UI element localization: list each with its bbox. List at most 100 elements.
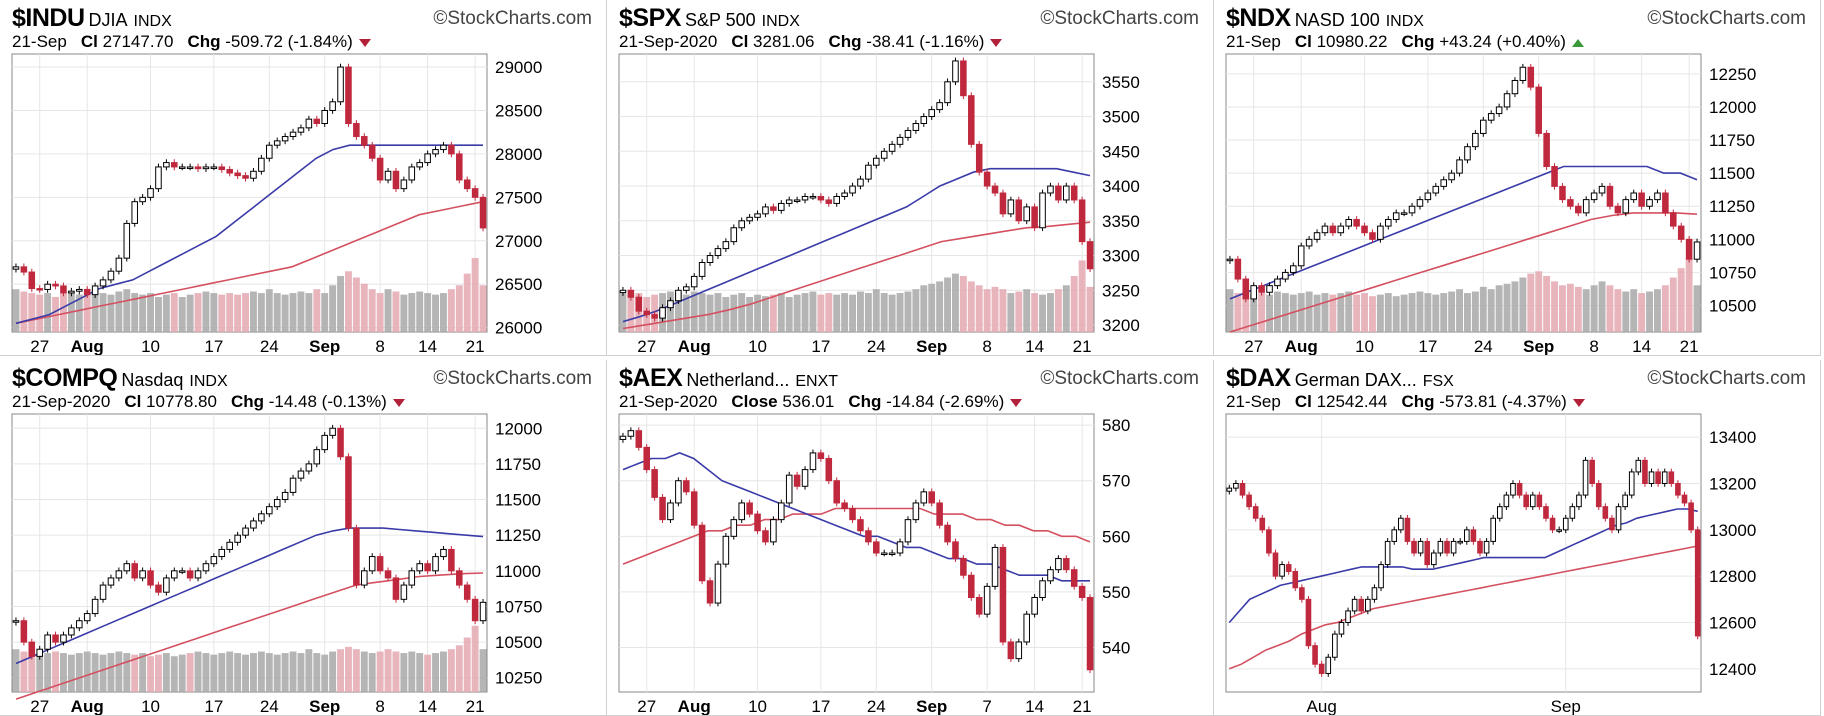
volume-bar <box>471 258 479 332</box>
candle-body <box>841 502 848 510</box>
price-chart-svg[interactable]: 29000 28500 28000 27500 27000 26500 26000 27 Aug… <box>0 0 607 356</box>
volume-bar <box>432 294 439 332</box>
volume-bar <box>368 289 376 332</box>
candle-body <box>1567 199 1574 207</box>
candle-body <box>880 150 888 159</box>
price-chart-svg[interactable]: 12000 11750 11500 11250 11000 10750 10500 10250… <box>0 360 607 716</box>
candle-body <box>1358 598 1365 612</box>
x-tick-label: 17 <box>204 697 223 716</box>
volume-bar <box>1471 291 1479 332</box>
candle-body <box>873 541 880 554</box>
volume-bar <box>479 649 487 692</box>
candle-body <box>801 469 809 487</box>
volume-bar <box>210 293 218 332</box>
candle-body <box>1312 645 1318 665</box>
candle-body <box>321 109 328 124</box>
candle-body <box>463 584 471 600</box>
volume-bar <box>265 289 273 332</box>
candle-body <box>793 474 801 487</box>
y-tick-label: 13400 <box>1709 428 1756 447</box>
candle-body <box>155 166 162 190</box>
candle-body <box>1516 483 1523 496</box>
candle-body <box>1259 517 1266 531</box>
candle-body <box>266 144 273 159</box>
y-tick-label: 10750 <box>1709 263 1756 282</box>
y-tick-label: 3300 <box>1102 247 1140 266</box>
candle-body <box>1622 199 1630 214</box>
candle-body <box>131 563 138 579</box>
volume-bar <box>83 293 91 332</box>
candle-body <box>471 598 479 622</box>
plot-area <box>618 53 1095 333</box>
volume-bar <box>690 291 698 332</box>
candle-body <box>801 195 809 201</box>
chart-panel-aex[interactable]: 580 570 560 550 540 27 Aug 10 17 24 Sep 7 14 21 $AEX Ne… <box>607 360 1214 716</box>
candle-body <box>1361 225 1368 234</box>
candle-body <box>68 627 75 636</box>
volume-bar <box>1559 285 1566 332</box>
volume-bar <box>1369 296 1376 332</box>
candle-body <box>273 499 281 508</box>
candle-body <box>1681 494 1688 504</box>
candle-body <box>1675 483 1681 496</box>
change-value: -509.72 (-1.84%) <box>225 32 353 51</box>
y-tick-label: 12800 <box>1709 567 1756 586</box>
candle-body <box>1266 285 1273 293</box>
down-arrow-icon <box>990 38 1003 47</box>
candle-body <box>52 283 59 287</box>
candle-body <box>297 470 305 479</box>
candle-body <box>825 199 833 204</box>
y-tick-label: 11500 <box>495 491 541 510</box>
quote-date: 21-Sep-2020 <box>619 392 718 411</box>
candle-body <box>218 548 226 558</box>
candle-body <box>1638 192 1645 207</box>
volume-bar <box>920 285 928 332</box>
volume-bar <box>36 294 44 332</box>
candle-body <box>52 634 59 643</box>
candle-body <box>432 149 439 155</box>
volume-bar <box>273 654 281 692</box>
chart-panel-dax[interactable]: 13400 13200 13000 12800 12600 12400 Aug Sep $DAX… <box>1214 360 1821 716</box>
chart-panel-compq[interactable]: 12000 11750 11500 11250 11000 10750 10500 10250… <box>0 360 607 716</box>
candle-body <box>400 584 408 600</box>
candle-body <box>242 175 249 179</box>
volume-bar <box>67 654 75 692</box>
candle-body <box>983 585 991 615</box>
x-tick-label: 24 <box>867 697 886 716</box>
price-chart-svg[interactable]: 12250 12000 11750 11500 11250 11000 10750 10500… <box>1214 0 1821 356</box>
volume-bar <box>1630 289 1638 332</box>
volume-bar <box>1416 291 1424 332</box>
volume-bar <box>20 651 28 692</box>
candle-body <box>361 570 368 586</box>
candle-body <box>1226 258 1234 262</box>
chart-panel-indu[interactable]: 29000 28500 28000 27500 27000 26500 26000 27 Aug… <box>0 0 607 356</box>
candle-body <box>1274 278 1281 287</box>
chart-header: $DAX German DAX... FSX ©StockCharts.com 21-S… <box>1226 364 1812 412</box>
candle-body <box>785 199 793 204</box>
candle-body <box>1272 552 1279 577</box>
candle-body <box>1023 613 1030 643</box>
price-chart-svg[interactable]: 13400 13200 13000 12800 12600 12400 Aug Sep <box>1214 360 1821 716</box>
candle-body <box>376 157 384 181</box>
price-chart-svg[interactable]: 3550 3500 3450 3400 3350 3300 3250 3200 27 Aug 10 1… <box>607 0 1214 356</box>
y-tick-label: 580 <box>1102 416 1130 435</box>
candle-body <box>463 179 471 190</box>
y-tick-label: 3400 <box>1102 177 1140 196</box>
volume-bar <box>147 656 154 692</box>
price-chart-svg[interactable]: 580 570 560 550 540 27 Aug 10 17 24 Sep 7 14 21 <box>607 360 1214 716</box>
volume-bar <box>1289 294 1297 332</box>
candle-body <box>960 60 967 97</box>
chart-panel-spx[interactable]: 3550 3500 3450 3400 3350 3300 3250 3200 27 Aug 10 1… <box>607 0 1214 356</box>
volume-bar <box>1535 271 1543 332</box>
plot-area <box>11 53 488 333</box>
candle-body <box>1297 245 1305 267</box>
x-tick-label: 17 <box>204 337 223 356</box>
x-tick-label: 27 <box>637 337 656 356</box>
volume-bar <box>12 649 20 692</box>
chart-panel-ndx[interactable]: 12250 12000 11750 11500 11250 11000 10750 10500… <box>1214 0 1821 356</box>
stockcharts-watermark: ©StockCharts.com <box>433 8 592 29</box>
candle-body <box>944 81 951 104</box>
volume-bar <box>186 653 194 692</box>
candle-body <box>147 188 154 198</box>
volume-bar <box>202 291 210 332</box>
